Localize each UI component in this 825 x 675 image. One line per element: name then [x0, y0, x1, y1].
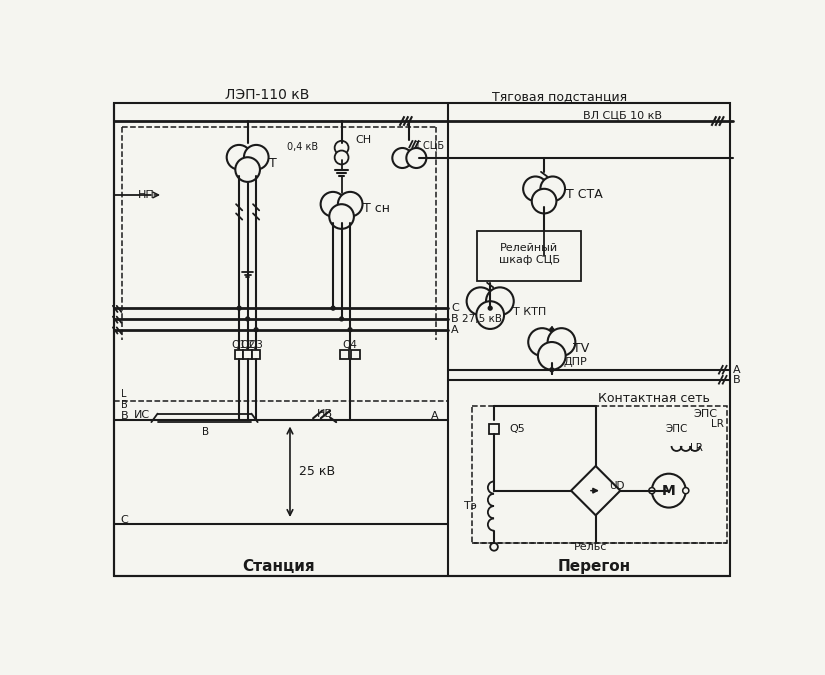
Text: C: C [120, 515, 129, 525]
Circle shape [340, 317, 343, 321]
Text: ДПР: ДПР [563, 357, 587, 367]
Text: B: B [120, 411, 128, 421]
Circle shape [393, 148, 412, 168]
Text: Т КТП: Т КТП [513, 307, 546, 317]
Circle shape [476, 301, 504, 329]
Text: L: L [120, 389, 126, 399]
Text: B: B [733, 375, 740, 385]
Text: Т СЦБ: Т СЦБ [414, 140, 444, 151]
Text: Релейный: Релейный [500, 243, 559, 253]
Text: Т: Т [269, 157, 277, 170]
Circle shape [338, 192, 362, 217]
Text: LR: LR [711, 418, 724, 429]
Circle shape [238, 306, 241, 310]
Circle shape [407, 148, 427, 168]
Circle shape [244, 145, 269, 169]
Bar [341, 350, 349, 358]
Text: Тэ: Тэ [464, 501, 477, 511]
Text: Q4: Q4 [342, 340, 357, 350]
Circle shape [648, 487, 655, 493]
Circle shape [335, 151, 348, 165]
Bar [252, 350, 261, 358]
Circle shape [550, 328, 554, 331]
Circle shape [235, 157, 260, 182]
Text: Тяговая подстанция: Тяговая подстанция [492, 90, 627, 103]
Circle shape [488, 306, 493, 310]
Text: ТV: ТV [573, 342, 590, 356]
Bar [477, 231, 581, 281]
Text: шкаф СЦБ: шкаф СЦБ [498, 255, 559, 265]
Circle shape [321, 192, 346, 217]
Text: 27,5 кВ: 27,5 кВ [462, 314, 502, 324]
Bar [489, 424, 499, 434]
Text: Рельс: Рельс [573, 542, 607, 552]
Circle shape [528, 328, 556, 356]
Circle shape [523, 176, 548, 201]
Circle shape [246, 317, 250, 321]
Circle shape [329, 205, 354, 229]
Text: Станция: Станция [242, 559, 315, 574]
Circle shape [652, 474, 686, 508]
Text: Т сн: Т сн [363, 202, 390, 215]
Text: ВЛ СЦБ 10 кВ: ВЛ СЦБ 10 кВ [582, 110, 662, 120]
Bar [243, 350, 252, 358]
Text: НП: НП [138, 190, 154, 200]
Circle shape [683, 487, 689, 493]
Text: Q5: Q5 [510, 424, 526, 434]
Text: ИС: ИС [134, 410, 150, 420]
Text: A: A [431, 411, 439, 421]
Bar [473, 406, 727, 543]
Text: ЭПС: ЭПС [694, 408, 718, 418]
Text: UD: UD [610, 481, 625, 491]
Text: Контактная сеть: Контактная сеть [598, 392, 710, 405]
Circle shape [348, 328, 352, 331]
Text: B: B [451, 314, 459, 324]
Circle shape [254, 328, 258, 331]
Circle shape [486, 288, 514, 315]
Text: СН: СН [356, 135, 371, 145]
Circle shape [540, 176, 565, 201]
Circle shape [227, 145, 252, 169]
Circle shape [467, 288, 494, 315]
Circle shape [548, 328, 575, 356]
Text: ЛЭП-110 кВ: ЛЭП-110 кВ [224, 88, 309, 102]
Text: Т СТА: Т СТА [566, 188, 602, 201]
Bar [235, 350, 243, 358]
Text: LR: LR [691, 443, 703, 454]
Text: Q2: Q2 [240, 340, 255, 350]
Circle shape [331, 306, 335, 310]
Text: B: B [202, 427, 209, 437]
Text: Q1: Q1 [232, 340, 247, 350]
Text: C: C [451, 303, 459, 313]
Text: НВ: НВ [317, 410, 332, 419]
Text: Перегон: Перегон [558, 559, 630, 574]
Text: M: M [662, 484, 676, 497]
Text: 25 кВ: 25 кВ [299, 465, 335, 478]
Text: Q3: Q3 [248, 340, 263, 350]
Circle shape [490, 543, 498, 551]
Bar [351, 350, 360, 358]
Circle shape [538, 342, 566, 370]
Text: A: A [451, 325, 459, 335]
Text: B: B [120, 400, 127, 410]
Circle shape [550, 368, 554, 372]
Circle shape [335, 141, 348, 155]
Text: 0,4 кВ: 0,4 кВ [287, 142, 318, 153]
Text: ЭПС: ЭПС [665, 424, 688, 434]
Text: A: A [733, 364, 740, 375]
Circle shape [532, 189, 556, 213]
